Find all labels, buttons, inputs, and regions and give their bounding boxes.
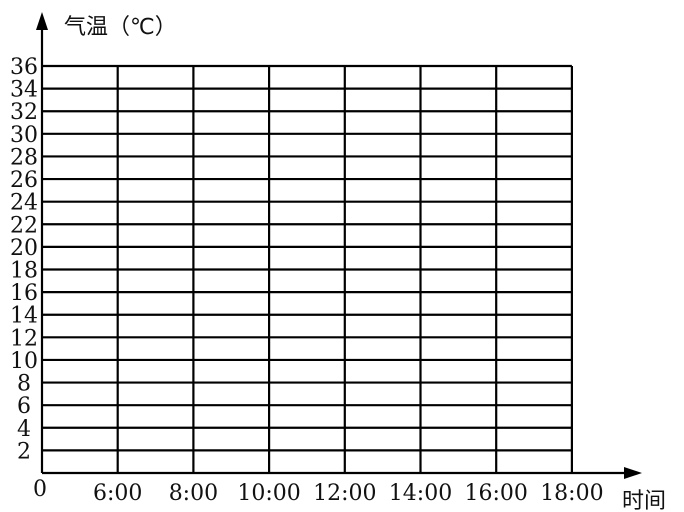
y-tick-label: 28 [10,145,38,170]
y-tick-label: 26 [10,168,38,193]
y-tick-label: 8 [17,372,31,397]
y-tick-label: 30 [10,123,38,148]
x-tick-label: 16:00 [464,481,527,506]
y-tick-label: 4 [17,417,31,442]
grid [42,64,574,473]
y-tick-label: 20 [10,236,38,261]
y-tick-label: 18 [10,259,38,284]
y-tick-label: 34 [10,78,38,103]
x-axis-arrow [624,467,642,479]
x-tick-label: 8:00 [169,481,218,506]
y-axis-title: 气温（℃） [64,15,177,40]
y-tick-label: 24 [10,191,38,216]
y-tick-label: 2 [17,439,31,464]
x-tick-label: 14:00 [389,481,452,506]
x-axis-title: 时间 [622,489,666,512]
y-tick-label: 12 [10,326,38,351]
x-tick-label: 12:00 [313,481,376,506]
y-tick-label: 16 [10,281,38,306]
y-tick-label: 32 [10,100,38,125]
y-tick-label: 6 [17,394,31,419]
y-tick-label: 22 [10,213,38,238]
axes [36,12,642,479]
y-tick-label: 36 [10,55,38,80]
x-tick-label: 10:00 [237,481,300,506]
x-tick-label: 6:00 [93,481,142,506]
y-axis-arrow [36,12,48,30]
y-tick-label: 10 [10,349,38,374]
x-tick-label: 18:00 [540,481,603,506]
y-tick-label: 14 [10,304,38,329]
origin-label: 0 [33,477,47,502]
